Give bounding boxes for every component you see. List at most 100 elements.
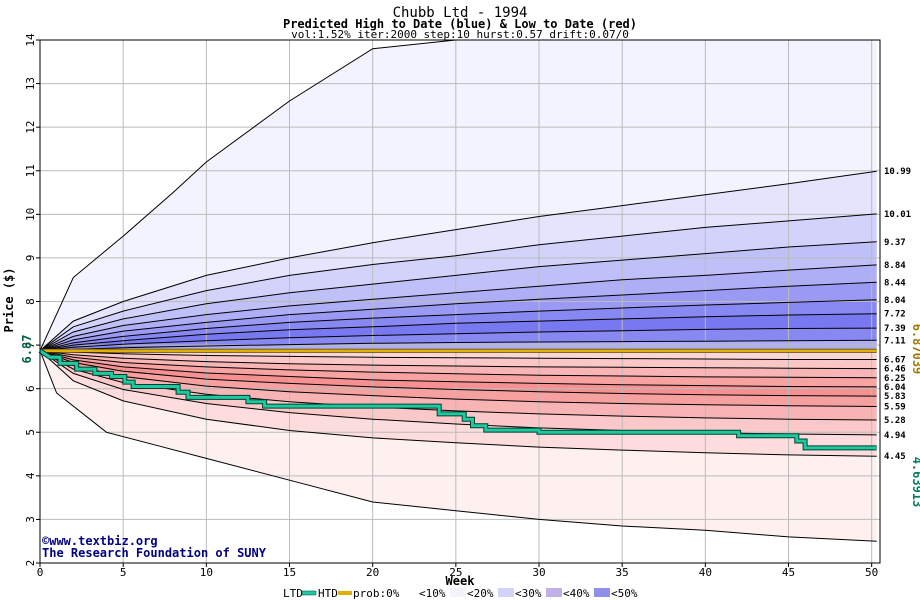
y-tick-label-8: 8 — [24, 298, 37, 305]
legend-htd-label: HTD — [318, 587, 338, 600]
lower-curve-label-6: 5.28 — [884, 416, 906, 426]
upper-curve-label-3: 8.84 — [884, 261, 906, 271]
upper-band-1 — [40, 171, 877, 351]
lower-band-7 — [40, 350, 877, 435]
lower-band-2 — [40, 350, 877, 378]
x-tick-label-0: 0 — [37, 566, 44, 579]
upper-curve-label-6: 7.72 — [884, 310, 906, 320]
upper-curve-8 — [39, 327, 877, 352]
lower-curve-4 — [39, 350, 877, 397]
lower-curve-label-5: 5.59 — [884, 403, 906, 413]
x-tick-label-5: 5 — [120, 566, 127, 579]
watermark-site: ©www.textbiz.org — [42, 534, 158, 548]
watermark-org: The Research Foundation of SUNY — [42, 546, 267, 560]
lower-curve-label-7: 4.94 — [884, 431, 906, 441]
legend-prob-0-swatch — [404, 588, 418, 597]
x-tick-label-50: 50 — [865, 566, 878, 579]
lower-curve-label-4: 5.83 — [884, 392, 906, 402]
upper-band-7 — [40, 313, 877, 351]
y-tick-label-6: 6 — [24, 385, 37, 392]
lower-curve-1 — [39, 350, 877, 370]
lower-band-8 — [40, 350, 877, 457]
lower-band-3 — [40, 350, 877, 387]
legend-bin-10: <10% — [419, 587, 446, 600]
lower-curve-6 — [39, 350, 877, 421]
x-tick-label-40: 40 — [699, 566, 712, 579]
lower-curve-2 — [39, 350, 877, 379]
upper-curve-4 — [39, 264, 877, 352]
upper-curve-7 — [39, 313, 877, 352]
x-tick-label-25: 25 — [449, 566, 462, 579]
upper-curve-label-4: 8.44 — [884, 278, 906, 288]
series-lines — [38, 348, 877, 451]
ltd-value-label: 4.63913 — [910, 457, 920, 508]
legend-ltd-swatch — [301, 590, 317, 596]
x-tick-label-15: 15 — [283, 566, 296, 579]
lower-curve-label-2: 6.25 — [884, 374, 906, 384]
upper-curve-label-1: 10.01 — [884, 210, 911, 220]
x-tick-label-35: 35 — [616, 566, 629, 579]
lower-curve-label-8: 4.45 — [884, 452, 906, 462]
upper-band-0 — [40, 40, 877, 351]
legend-prob-label: prob:0% — [353, 587, 400, 600]
y-tick-label-11: 11 — [24, 164, 37, 177]
htd-value-label: 6.87039 — [910, 324, 920, 375]
y-tick-label-10: 10 — [24, 208, 37, 221]
lower-curve-label-3: 6.04 — [884, 383, 906, 393]
y-tick-label-3: 3 — [24, 516, 37, 523]
upper-curve-label-8: 7.11 — [884, 336, 906, 346]
upper-curve-label-5: 8.04 — [884, 296, 906, 306]
lower-curve-8 — [39, 350, 877, 457]
y-tick-label-4: 4 — [24, 472, 37, 479]
legend-bin-40-swatch — [594, 588, 610, 597]
upper-curve-9 — [39, 339, 877, 352]
percentile-curves — [39, 39, 877, 542]
lower-band-1 — [40, 350, 877, 369]
legend-bin-20: <20% — [467, 587, 494, 600]
legend-bin-30-swatch — [546, 588, 562, 597]
legend-bin-30: <30% — [515, 587, 542, 600]
upper-curve-label-0: 10.99 — [884, 167, 911, 177]
lower-band-5 — [40, 350, 877, 407]
lower-curve-label-1: 6.46 — [884, 365, 906, 375]
x-tick-label-10: 10 — [200, 566, 213, 579]
upper-band-6 — [40, 299, 877, 351]
upper-curve-label-7: 7.39 — [884, 324, 906, 334]
legend-bin-40: <40% — [563, 587, 590, 600]
upper-curve-3 — [39, 241, 877, 352]
y-tick-label-13: 13 — [24, 77, 37, 90]
legend-bin-10-swatch — [450, 588, 466, 597]
lower-curve-3 — [39, 350, 877, 388]
y-tick-label-2: 2 — [24, 560, 37, 567]
lower-band-0 — [40, 350, 877, 360]
curve-labels: 10.99 10.01 9.37 8.84 8.44 8.04 7.72 7.39 7.11 6.… — [884, 167, 911, 462]
upper-curve-5 — [39, 281, 877, 352]
y-tick-label-7: 7 — [24, 342, 37, 349]
chart-subtitle: Predicted High to Date (blue) & Low to D… — [283, 17, 637, 31]
legend-htd-swatch — [338, 591, 352, 595]
y-tick-label-9: 9 — [24, 255, 37, 262]
x-tick-label-20: 20 — [366, 566, 379, 579]
chart-params: vol:1.52% iter:2000 step:10 hurst:0.57 d… — [291, 28, 629, 41]
upper-curve-1 — [39, 170, 877, 352]
upper-band-5 — [40, 282, 877, 351]
y-tick-label-12: 12 — [24, 121, 37, 134]
ltd-line — [39, 349, 877, 450]
upper-curve-2 — [39, 213, 877, 352]
lower-curve-9 — [39, 350, 877, 542]
lower-curve-label-0: 6.67 — [884, 355, 906, 365]
lower-curve-0 — [39, 350, 877, 360]
upper-curve-6 — [39, 299, 877, 352]
x-tick-label-45: 45 — [782, 566, 795, 579]
legend-bin-20-swatch — [498, 588, 514, 597]
upper-curve-label-2: 9.37 — [884, 238, 906, 248]
chart-title: Chubb Ltd - 1994 — [393, 5, 528, 21]
legend: LTD HTD prob:0% <10% <20% <30% <40% <50% — [283, 587, 638, 600]
lower-band-6 — [40, 350, 877, 420]
y-tick-label-5: 5 — [24, 429, 37, 436]
y-tick-label-14: 14 — [24, 33, 37, 47]
y-axis-label: Price ($) — [2, 267, 16, 332]
upper-band-3 — [40, 241, 877, 351]
upper-band-2 — [40, 213, 877, 351]
